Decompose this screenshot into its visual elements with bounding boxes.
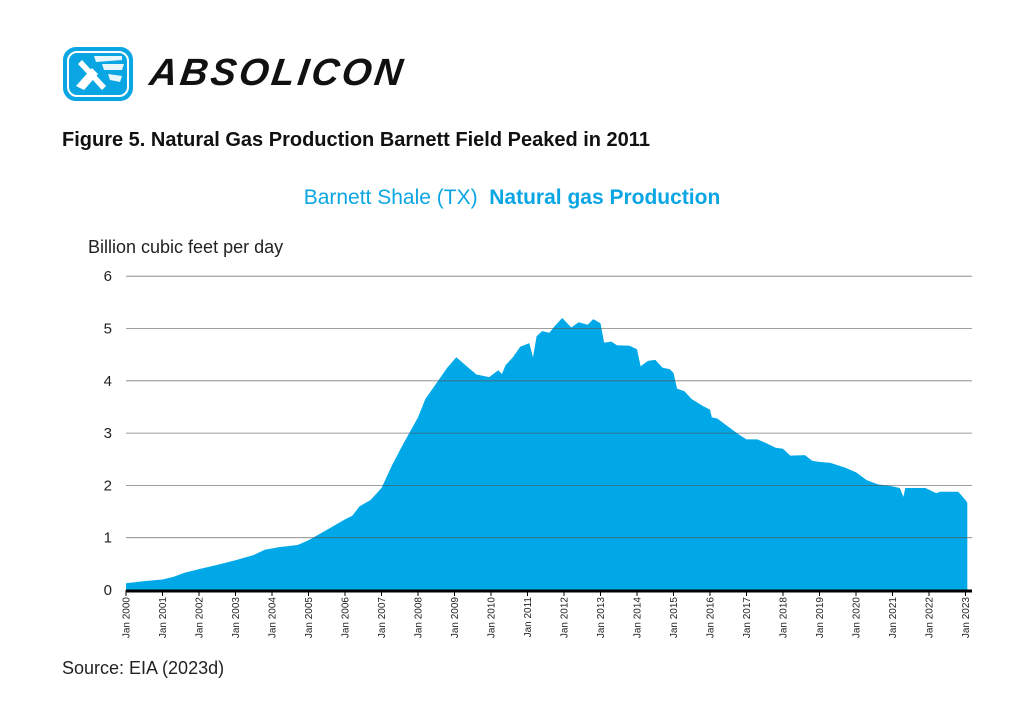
x-tick-label: Jan 2018 [779,597,790,639]
x-tick-label: Jan 2020 [852,597,863,639]
y-axis-label: Billion cubic feet per day [88,237,284,257]
x-tick-label: Jan 2013 [596,597,607,639]
x-tick-label: Jan 2002 [195,597,206,639]
solar-collector-logo-icon [63,47,133,101]
y-tick-label: 1 [104,530,112,547]
x-tick-label: Jan 2000 [122,597,133,639]
y-tick-label: 4 [104,373,112,390]
x-tick-label: Jan 2014 [633,597,644,639]
x-tick-label: Jan 2003 [231,597,242,639]
x-tick-label: Jan 2004 [268,597,279,639]
source-note: Source: EIA (2023d) [62,658,225,678]
x-tick-label: Jan 2011 [523,597,534,638]
x-tick-label: Jan 2007 [377,597,388,639]
x-tick-label: Jan 2019 [815,597,826,639]
y-tick-label: 5 [104,321,112,338]
y-tick-label: 0 [104,582,112,599]
y-tick-label: 3 [104,425,112,442]
x-tick-label: Jan 2006 [341,597,352,639]
y-tick-label: 2 [104,477,112,494]
x-tick-label: Jan 2016 [706,597,717,639]
x-tick-label: Jan 2009 [450,597,461,639]
production-area [126,318,968,590]
x-tick-label: Jan 2017 [742,597,753,639]
x-tick-label: Jan 2023 [961,597,972,639]
chart-title-part2: Natural gas Production [489,186,721,209]
x-tick-label: Jan 2010 [487,597,498,639]
x-tick-label: Jan 2008 [414,597,425,639]
x-tick-label: Jan 2021 [888,597,899,639]
chart-title: Barnett Shale (TX) Natural gas Productio… [0,186,1024,210]
x-tick-label: Jan 2015 [669,597,680,639]
chart-title-part1: Barnett Shale (TX) [303,186,478,209]
x-tick-label: Jan 2012 [560,597,571,639]
x-tick-label: Jan 2001 [158,597,169,639]
y-tick-label: 6 [104,268,112,285]
figure-title: Figure 5. Natural Gas Production Barnett… [62,129,650,151]
x-tick-label: Jan 2005 [304,597,315,639]
x-tick-label: Jan 2022 [925,597,936,639]
